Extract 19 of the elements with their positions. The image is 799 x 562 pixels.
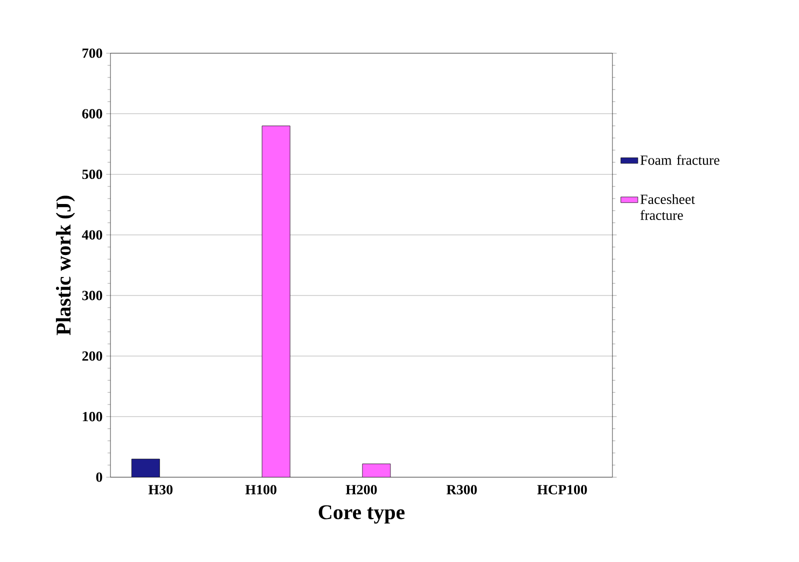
bar	[262, 126, 290, 478]
legend-label: Facesheet fracture	[640, 194, 695, 220]
x-tick-label: HCP100	[537, 484, 587, 494]
x-tick-label: H30	[148, 484, 173, 494]
y-tick-label: 400	[82, 230, 102, 240]
y-tick-label: 300	[82, 290, 102, 300]
bar	[362, 464, 391, 478]
y-tick-label: 600	[82, 109, 102, 118]
y-tick-label: 0	[96, 472, 102, 482]
x-tick-label: H200	[346, 484, 377, 494]
y-axis-title: Plastic work (J)	[56, 196, 75, 336]
x-tick-label: R300	[446, 484, 477, 494]
y-tick-label: 200	[82, 351, 102, 361]
y-tick-label: 100	[82, 412, 102, 422]
legend-label: Foam fracture	[640, 154, 720, 165]
y-tick-label: 700	[82, 48, 102, 58]
x-tick-label: H100	[245, 484, 276, 494]
x-axis-title: Core type	[318, 505, 405, 524]
y-tick-label: 500	[82, 170, 102, 180]
